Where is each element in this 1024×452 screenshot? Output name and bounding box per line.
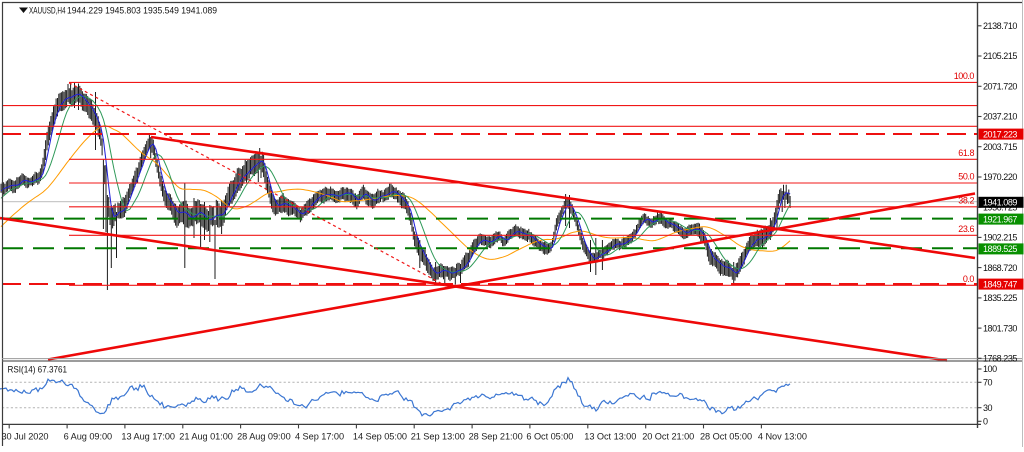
svg-text:14 Sep 05:00: 14 Sep 05:00	[353, 431, 407, 441]
svg-text:20 Oct 21:00: 20 Oct 21:00	[642, 431, 694, 441]
svg-text:38.2: 38.2	[958, 195, 974, 205]
svg-text:2138.710: 2138.710	[983, 21, 1017, 31]
svg-text:2105.215: 2105.215	[983, 51, 1017, 61]
svg-text:21 Aug 01:00: 21 Aug 01:00	[179, 431, 233, 441]
svg-text:1801.730: 1801.730	[983, 323, 1017, 333]
svg-text:6 Oct 05:00: 6 Oct 05:00	[526, 431, 573, 441]
svg-text:28 Aug 09:00: 28 Aug 09:00	[237, 431, 291, 441]
svg-text:100: 100	[983, 364, 997, 374]
svg-text:100.0: 100.0	[954, 71, 975, 81]
svg-text:28 Oct 05:00: 28 Oct 05:00	[700, 431, 752, 441]
svg-text:0.0: 0.0	[963, 274, 975, 284]
svg-text:23.6: 23.6	[958, 224, 974, 234]
svg-text:1768.235: 1768.235	[983, 354, 1017, 364]
svg-text:2071.720: 2071.720	[983, 82, 1017, 92]
svg-text:1889.525: 1889.525	[983, 244, 1017, 254]
svg-text:13 Aug 17:00: 13 Aug 17:00	[121, 431, 175, 441]
svg-text:50.0: 50.0	[958, 172, 974, 182]
svg-text:2003.715: 2003.715	[983, 142, 1017, 152]
svg-text:30: 30	[983, 403, 993, 413]
svg-text:61.8: 61.8	[958, 148, 974, 158]
svg-text:1835.225: 1835.225	[983, 293, 1017, 303]
svg-text:1868.720: 1868.720	[983, 263, 1017, 273]
svg-text:28 Sep 21:00: 28 Sep 21:00	[469, 431, 523, 441]
svg-text:RSI(14) 67.3761: RSI(14) 67.3761	[8, 365, 68, 376]
svg-text:1921.967: 1921.967	[983, 214, 1017, 224]
svg-text:1944.229 1945.803 1935.549 194: 1944.229 1945.803 1935.549 1941.089	[67, 6, 217, 17]
svg-text:2037.210: 2037.210	[983, 112, 1017, 122]
svg-text:1849.747: 1849.747	[983, 279, 1017, 289]
svg-text:70: 70	[983, 378, 993, 388]
svg-text:6 Aug 09:00: 6 Aug 09:00	[64, 431, 113, 441]
svg-text:1941.089: 1941.089	[983, 198, 1017, 208]
svg-text:21 Sep 13:00: 21 Sep 13:00	[411, 431, 465, 441]
svg-text:2017.223: 2017.223	[983, 129, 1017, 139]
svg-text:1902.215: 1902.215	[983, 233, 1017, 243]
svg-text:0: 0	[983, 417, 988, 427]
svg-text:XAUUSD,H4: XAUUSD,H4	[29, 6, 66, 17]
svg-text:30 Jul 2020: 30 Jul 2020	[2, 431, 49, 441]
svg-text:4 Nov 13:00: 4 Nov 13:00	[758, 431, 807, 441]
svg-text:1970.220: 1970.220	[983, 172, 1017, 182]
svg-text:13 Oct 13:00: 13 Oct 13:00	[584, 431, 636, 441]
svg-text:4 Sep 17:00: 4 Sep 17:00	[295, 431, 344, 441]
